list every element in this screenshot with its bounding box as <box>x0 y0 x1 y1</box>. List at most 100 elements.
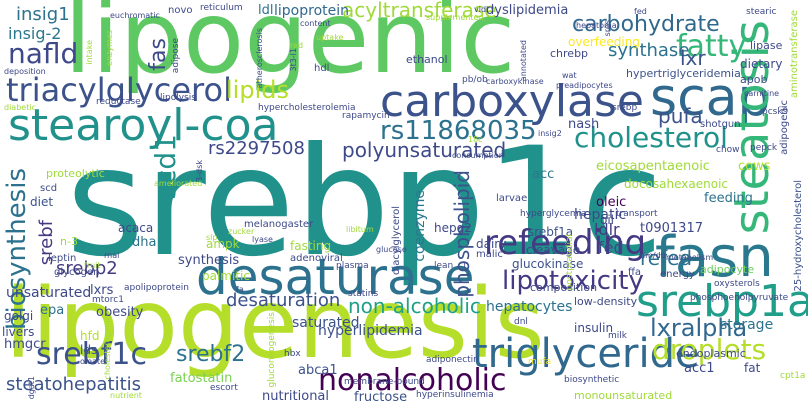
word-reductase: reductase <box>96 97 141 107</box>
word-enzymes: enzymes <box>105 30 114 66</box>
word-fasting: fasting <box>290 239 332 253</box>
word-triglyceride: triglyceride <box>472 331 700 377</box>
word-atherosclerosis: atherosclerosis <box>255 28 264 89</box>
word-hbx: hbx <box>284 349 301 359</box>
word-supplemented: supplemented <box>426 13 484 22</box>
word-srebf1a: srebf1a <box>528 225 574 239</box>
word-cows: cows <box>738 159 771 174</box>
word-monounsaturated: monounsaturated <box>574 389 673 402</box>
word-polyunsaturated: polyunsaturated <box>342 138 507 162</box>
word-adenoviral: adenoviral <box>290 253 343 264</box>
word-lipogenic: lipogenic <box>64 0 516 96</box>
word-srebf1c: srebf1c <box>36 337 147 372</box>
word-rapamycin: rapamycin <box>342 111 390 121</box>
word-acc1: acc1 <box>684 361 715 376</box>
word-desaturase: desaturase <box>196 248 475 306</box>
word-synthesis: synthesis <box>178 253 240 268</box>
word-diacylglycerol: diacylglycerol <box>391 206 402 275</box>
word-1: 1 <box>462 261 468 270</box>
word-low-density: low-density <box>574 295 638 308</box>
word-pufa: pufa <box>658 104 703 128</box>
word-mtorc1: mtorc1 <box>92 295 124 305</box>
word-oil: oil <box>600 213 615 227</box>
word-plasma: plasma <box>336 261 369 271</box>
word-fed-small: fed <box>634 7 647 16</box>
word-overfeeding: overfeeding <box>568 35 640 49</box>
word-slp: slp <box>206 233 218 242</box>
word-hepg2: hepg2 <box>434 221 472 235</box>
word-adipocyte: adipocyte <box>700 263 755 276</box>
word-glucose: glucose <box>376 245 407 254</box>
word-triacylglycerol: triacylglycerol <box>6 71 232 109</box>
word-oleate: oleate <box>80 357 105 366</box>
word-golgi: golgi <box>4 309 34 323</box>
word-cpt1a: cpt1a <box>780 371 806 381</box>
word-lipolysis: lipolysis <box>160 93 196 103</box>
word-srebf2: srebf2 <box>176 342 246 367</box>
word-hyperglycemia: hyperglycemia <box>520 209 587 219</box>
word-feeding: feeding <box>704 191 753 206</box>
word-energy: energy <box>660 269 695 280</box>
word-insig2: insig2 <box>538 129 562 138</box>
word-lipids: lipids <box>226 76 289 104</box>
word-biosynthesis: biosynthesis <box>2 168 32 331</box>
word-nafld: nafld <box>8 37 79 70</box>
word-uptake: uptake <box>316 33 344 42</box>
word-lxrs: lxrs <box>90 283 114 298</box>
word-fat: fat <box>744 361 761 375</box>
word-ameliorated: ameliorated <box>154 179 203 188</box>
word-cleavage: cleavage <box>526 243 581 257</box>
word-lipogenesis: lipogenesis <box>5 268 545 380</box>
word-refed: refed <box>640 246 693 270</box>
word-hepatocytes: hepatocytes <box>486 299 573 315</box>
word-pepck: pepck <box>750 143 778 153</box>
word-adipose: adipose <box>171 38 181 74</box>
word-palmitic: palmitic <box>202 269 250 283</box>
word-25-hydroxycholesterol: 25-hydroxycholesterol <box>793 180 804 292</box>
word-hypertriglyceridemia: hypertriglyceridemia <box>626 67 741 80</box>
word-melanogaster: melanogaster <box>244 219 314 230</box>
word-diabetic: diabetic <box>4 103 36 112</box>
word-hyperinsulinemia: hyperinsulinemia <box>416 390 494 400</box>
word-gluconeogenesis: gluconeogenesis <box>267 312 277 388</box>
word-euchromatic: euchromatic <box>110 11 160 20</box>
word-hepatoma: hepatoma <box>576 21 617 30</box>
word-nash: nash <box>568 117 600 132</box>
word-apolipoprotein: apolipoprotein <box>124 283 189 293</box>
word-dgat1: dgat1 <box>27 376 36 400</box>
word-proteolytic: proteolytic <box>46 167 105 180</box>
word-fatostatin: fatostatin <box>170 371 233 386</box>
word-epa: epa <box>40 303 65 318</box>
word-content: content <box>300 19 331 28</box>
word-ldl: ldl <box>258 3 274 18</box>
word-t0901317: t0901317 <box>640 221 703 236</box>
word-postprandial: postprandial <box>565 234 575 291</box>
word-rs2297508: rs2297508 <box>208 138 305 159</box>
word-metabolism: metabolism <box>666 253 714 262</box>
word-fas: fas <box>146 38 171 71</box>
word-libitum: libitum <box>346 225 374 234</box>
word-pcsk9: pcsk9 <box>762 107 789 117</box>
word-lean: lean <box>434 261 454 271</box>
word-malic: malic <box>476 249 503 260</box>
word-lxr: lxr <box>680 46 706 70</box>
word-fruit: fruit <box>84 261 101 270</box>
word-biosynthetic: biosynthetic <box>564 375 620 385</box>
word-lipotoxicity: lipotoxicity <box>502 266 644 296</box>
word-sres: sres <box>603 20 612 37</box>
word-lipase: lipase <box>750 39 783 52</box>
word-leptin: leptin <box>48 253 77 264</box>
word-red: red <box>290 41 304 50</box>
word-dm-db: dm/db <box>640 251 666 260</box>
word-vldl: vldl <box>474 5 489 14</box>
word-milk: milk <box>608 331 627 341</box>
word-novo: novo <box>168 5 193 16</box>
word-hmgcr: hmgcr <box>4 337 46 352</box>
word-ethanol: ethanol <box>406 53 448 66</box>
word-adiponectin: adiponectin <box>426 355 479 365</box>
word-desaturation: desaturation <box>226 290 341 311</box>
word-preadipocytes: preadipocytes <box>556 81 613 90</box>
word-carbohydrate: carbohydrate <box>572 12 720 37</box>
word-transport: transport <box>616 209 658 219</box>
